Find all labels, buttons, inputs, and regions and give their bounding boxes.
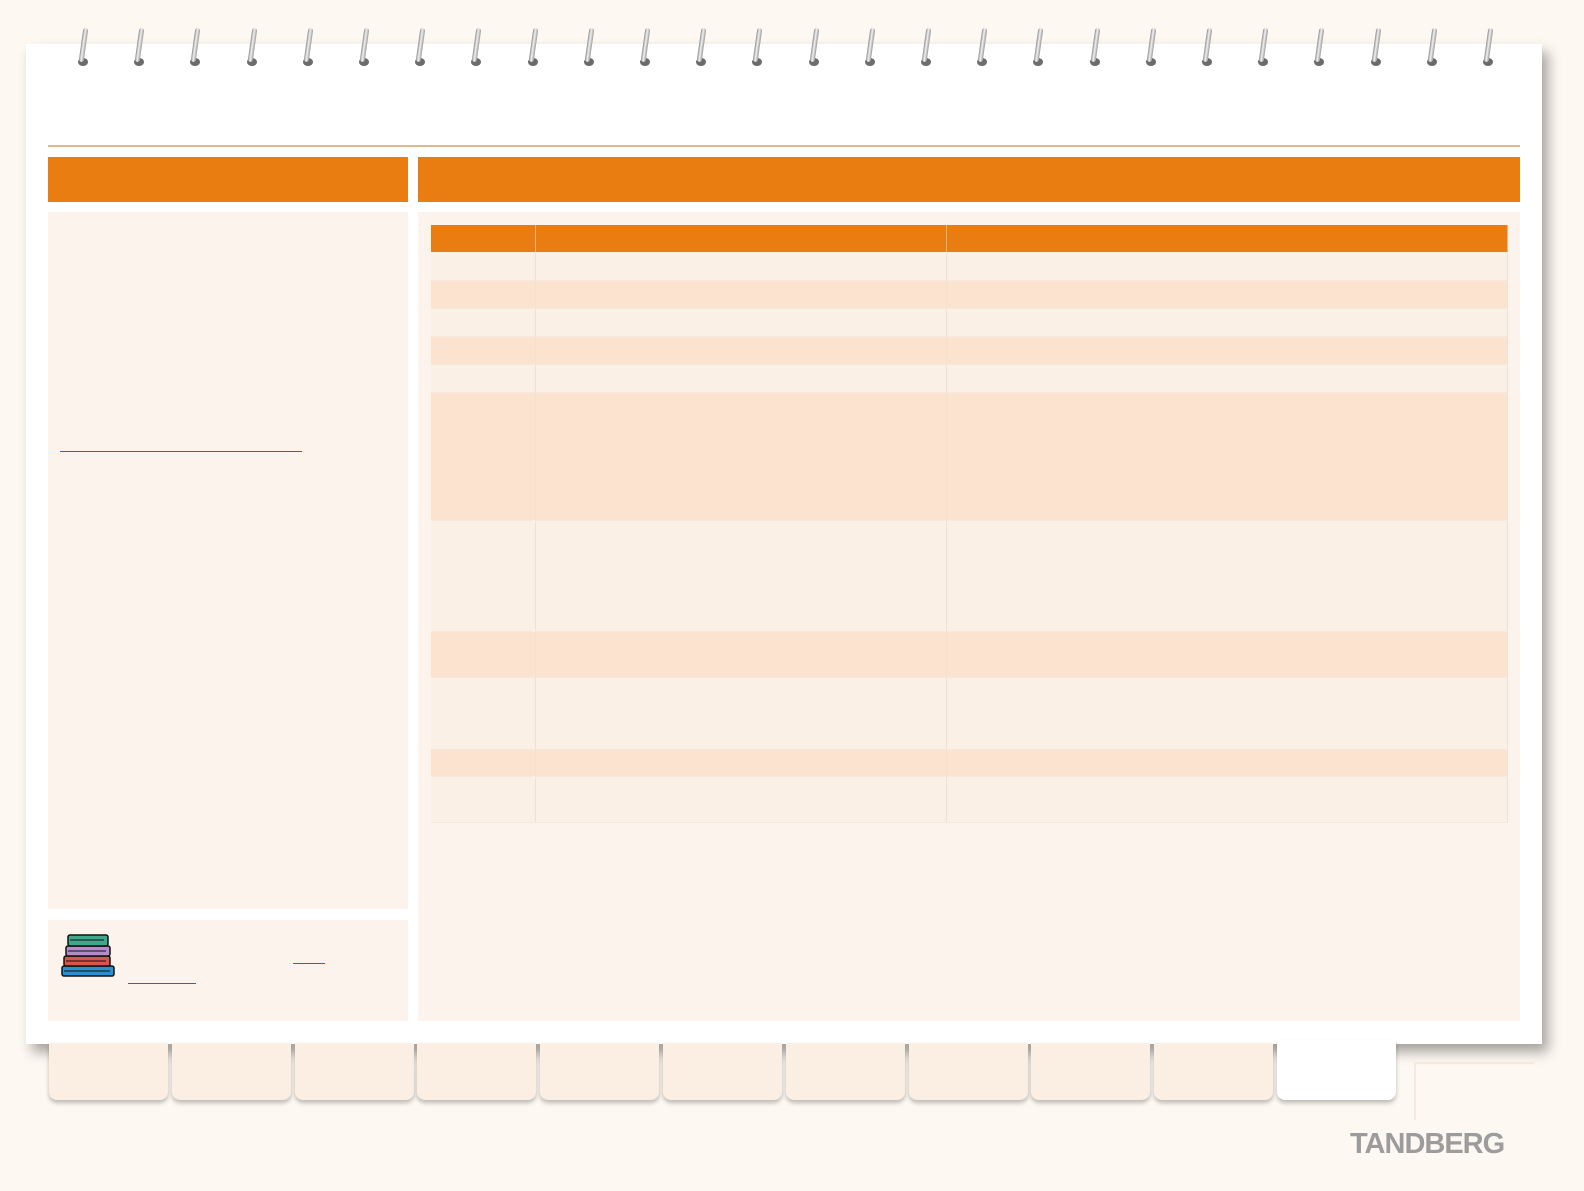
table-row: [431, 631, 1508, 678]
spiral-ring: [1481, 27, 1495, 68]
table-cell: [431, 520, 536, 632]
table-cell: [431, 392, 536, 521]
tab-edge-decoration: [1414, 1062, 1534, 1120]
table-cell: [535, 520, 947, 632]
table-cell: [535, 252, 947, 281]
spiral-ring: [469, 27, 483, 68]
spiral-ring: [413, 27, 427, 68]
spiral-ring: [188, 27, 202, 68]
spiral-ring: [301, 27, 315, 68]
table-cell: [535, 631, 947, 678]
table-cell: [431, 252, 536, 281]
spiral-ring: [357, 27, 371, 68]
table-row: [431, 364, 1508, 393]
table-cell: [535, 280, 947, 309]
spiral-ring: [526, 27, 540, 68]
table-cell: [431, 677, 536, 750]
table-row: [431, 308, 1508, 337]
spiral-ring: [1144, 27, 1158, 68]
table-cell: [946, 520, 1508, 632]
spiral-ring: [807, 27, 821, 68]
spiral-ring: [76, 27, 90, 68]
section-tab-1[interactable]: [49, 1043, 168, 1100]
note-link-primary[interactable]: [293, 950, 325, 964]
spiral-ring: [638, 27, 652, 68]
table-cell: [535, 677, 947, 750]
books-icon: [61, 934, 115, 977]
table-cell: [946, 776, 1508, 823]
spiral-ring: [1425, 27, 1439, 68]
table-cell: [535, 336, 947, 365]
table-cell: [535, 308, 947, 337]
table-row: [431, 776, 1508, 823]
table-cell: [535, 776, 947, 823]
table-cell: [946, 280, 1508, 309]
table-cell: [535, 364, 947, 393]
table-cell: [431, 364, 536, 393]
table-row: [431, 520, 1508, 632]
sidebar-panel: [48, 212, 408, 909]
brand-logo: TANDBERG: [1350, 1128, 1505, 1160]
spiral-ring: [1312, 27, 1326, 68]
table-row: [431, 677, 1508, 750]
section-tab-4[interactable]: [417, 1043, 537, 1100]
spiral-ring: [1031, 27, 1045, 68]
section-tab-11[interactable]: [1277, 1040, 1396, 1100]
header-rule: [48, 145, 1520, 147]
table-cell: [535, 392, 947, 521]
section-tab-5[interactable]: [540, 1043, 660, 1100]
table-cell: [946, 677, 1508, 750]
table-cell: [431, 776, 536, 823]
table-cell: [946, 631, 1508, 678]
table-cell: [431, 280, 536, 309]
section-tab-2[interactable]: [171, 1043, 291, 1100]
main-header-bar: [418, 157, 1520, 202]
table-row: [431, 392, 1508, 521]
table-header-row: [431, 225, 1508, 252]
spiral-ring: [132, 27, 146, 68]
spiral-ring: [919, 27, 933, 68]
table-cell: [431, 308, 536, 337]
table-cell: [946, 308, 1508, 337]
spiral-ring: [1088, 27, 1102, 68]
sidebar-header-bar: [48, 157, 408, 202]
table-cell: [946, 364, 1508, 393]
spiral-ring: [694, 27, 708, 68]
sidebar-link[interactable]: [60, 436, 302, 452]
section-tab-9[interactable]: [1031, 1043, 1151, 1100]
table-cell: [946, 749, 1508, 777]
column-header-1: [431, 225, 536, 252]
spiral-ring: [1369, 27, 1383, 68]
spiral-ring: [750, 27, 764, 68]
section-tab-8[interactable]: [908, 1043, 1028, 1100]
table-cell: [431, 631, 536, 678]
section-tab-6[interactable]: [663, 1043, 782, 1100]
spiral-ring: [975, 27, 989, 68]
table-cell: [946, 336, 1508, 365]
table-cell: [431, 749, 536, 777]
spiral-ring: [245, 27, 259, 68]
spiral-ring: [1256, 27, 1270, 68]
table-row: [431, 252, 1508, 281]
table-row: [431, 280, 1508, 309]
note-link-secondary[interactable]: [128, 970, 196, 984]
table-cell: [946, 252, 1508, 281]
table-row: [431, 749, 1508, 777]
table-cell: [431, 336, 536, 365]
table-row: [431, 336, 1508, 365]
data-table: [431, 225, 1508, 823]
section-tab-10[interactable]: [1154, 1043, 1274, 1100]
column-header-2: [535, 225, 947, 252]
spiral-ring: [582, 27, 596, 68]
spiral-ring: [1200, 27, 1214, 68]
section-tab-7[interactable]: [785, 1043, 905, 1100]
column-header-3: [946, 225, 1508, 252]
spiral-ring: [863, 27, 877, 68]
table-cell: [535, 749, 947, 777]
section-tab-3[interactable]: [294, 1043, 414, 1100]
table-cell: [946, 392, 1508, 521]
